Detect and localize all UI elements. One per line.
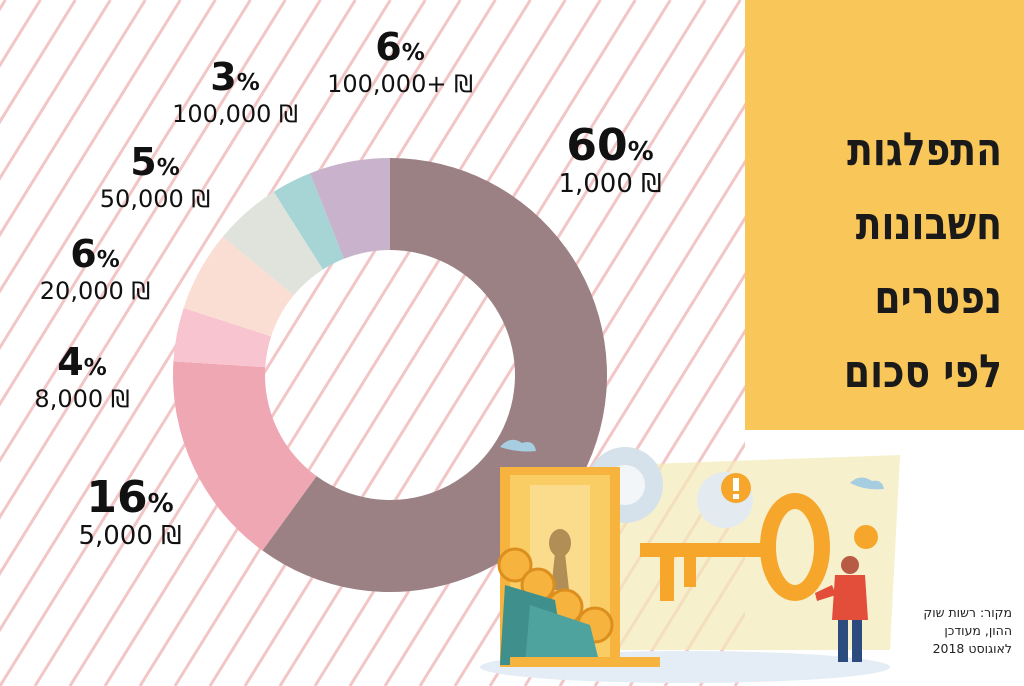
slice-amount-label: 8,000 ₪ <box>34 385 129 413</box>
slice-amount-label: 100,000+ ₪ <box>327 70 473 98</box>
slice-amount-label: 1,000 ₪ <box>558 169 661 199</box>
stripe-line <box>0 0 147 238</box>
slice-percent-label: 60% <box>566 120 653 171</box>
stripe-line <box>0 0 112 181</box>
slice-percent-label: 5% <box>130 140 180 184</box>
slice-percent-label: 6% <box>375 25 425 69</box>
stripe-line <box>0 0 252 407</box>
stripe-line <box>68 0 497 686</box>
stripe-line <box>0 0 77 125</box>
slice-percent-label: 16% <box>86 472 173 523</box>
slice-amount-label: 100,000 ₪ <box>172 100 298 128</box>
slice-amount-label: 50,000 ₪ <box>100 185 210 213</box>
slice-amount-label: 20,000 ₪ <box>40 277 150 305</box>
stripe-line <box>418 158 745 686</box>
stripe-line <box>138 0 567 686</box>
stripe-line <box>0 0 182 294</box>
stripe-line <box>103 0 532 686</box>
slice-amount-label: 5,000 ₪ <box>78 521 181 551</box>
stripe-line <box>0 0 217 351</box>
donut-slice-6 <box>310 158 390 259</box>
title-panel: התפלגות חשבונות נפטרים לפי סכום <box>745 0 1024 430</box>
stripe-line <box>173 0 602 686</box>
donut-slice-3 <box>183 236 294 337</box>
source-note: מקור: רשות שוק ההון, מעודכן לאוגוסט 2018 <box>923 605 1012 656</box>
stripe-line <box>0 0 322 520</box>
stripe-line <box>208 0 637 686</box>
donut-slice-1 <box>173 361 317 551</box>
chart-title: התפלגות חשבונות נפטרים לפי סכום <box>843 122 1002 398</box>
slice-percent-label: 4% <box>57 340 107 384</box>
donut-slice-5 <box>273 173 344 270</box>
donut-slice-4 <box>222 191 324 296</box>
stripe-line <box>0 0 357 576</box>
stripe-line <box>0 0 287 464</box>
donut-slice-2 <box>173 307 272 368</box>
key-and-vault-illustration <box>480 439 900 683</box>
slice-percent-label: 6% <box>70 232 120 276</box>
slice-percent-label: 3% <box>210 55 260 99</box>
